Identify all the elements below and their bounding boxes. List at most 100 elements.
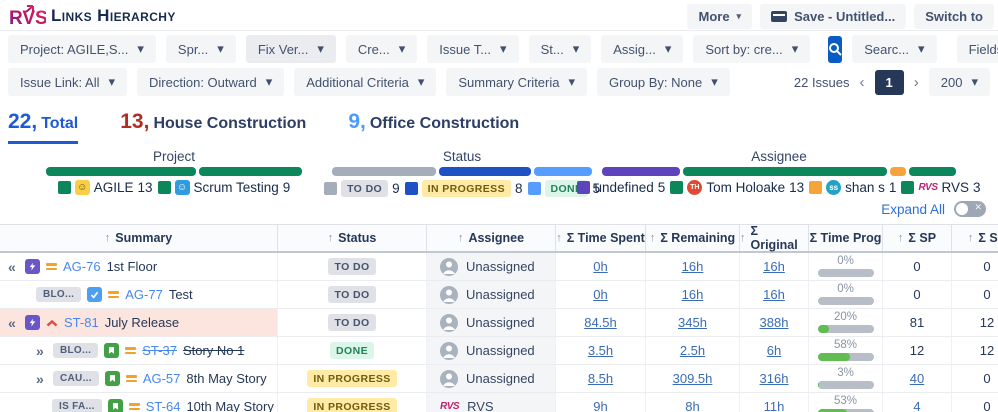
filter-project[interactable]: Project: AGILE,S... ▾ (8, 35, 156, 63)
remaining-link[interactable]: 345h (678, 315, 707, 330)
more-button[interactable]: More ▾ (687, 3, 753, 29)
issue-key-link[interactable]: ST-81 (64, 315, 99, 330)
filter-fix-version[interactable]: Fix Ver... ▾ (245, 35, 336, 63)
expand-toggle[interactable]: ✕ (954, 201, 986, 217)
rvs-logo: RVS (9, 5, 46, 28)
issue-key-link[interactable]: ST-37 (142, 343, 177, 358)
col-header-sp2[interactable]: ↑Σ SP (967, 231, 998, 245)
tab-total[interactable]: 22, Total (8, 110, 79, 144)
original-link[interactable]: 11h (763, 399, 785, 412)
table-row[interactable]: IS FA... ST-64 10th May Story IN PROGRES… (0, 393, 998, 412)
col-header-summary[interactable]: ↑ Summary (0, 225, 278, 251)
original-link[interactable]: 16h (763, 259, 785, 274)
priority-medium-icon (128, 403, 140, 410)
filter-summary-criteria[interactable]: Summary Criteria ▾ (446, 68, 588, 96)
legend-item: ☺ Scrum Testing 9 (157, 180, 290, 195)
filter-search-text[interactable]: Searc... ▾ (852, 35, 937, 63)
issue-key-link[interactable]: AG-57 (142, 371, 181, 386)
sort-arrow-icon: ↑ (104, 232, 111, 244)
next-page-icon[interactable]: › (913, 73, 919, 91)
filter-sprint[interactable]: Spr... ▾ (165, 35, 236, 63)
chevron-down-icon: ▾ (918, 41, 925, 56)
time-spent-link[interactable]: 9h (593, 399, 608, 412)
issue-key-link[interactable]: AG-76 (63, 259, 101, 274)
count-tabs: 22, Total 13, House Construction 9, Offi… (0, 101, 998, 144)
col-header-original[interactable]: ↑ Σ Original (740, 224, 809, 252)
remaining-link[interactable]: 2.5h (679, 343, 706, 358)
bar-segment[interactable] (332, 167, 436, 176)
sp-link[interactable]: 4 (913, 399, 921, 412)
issue-key-link[interactable]: ST-64 (145, 399, 181, 412)
page-size-select[interactable]: 200 ▾ (928, 68, 990, 96)
save-button[interactable]: Save - Untitled... (760, 3, 907, 29)
user-avatar: TH (687, 180, 703, 195)
original-link[interactable]: 16h (763, 287, 785, 302)
col-header-time-prog[interactable]: Σ Time Prog (809, 225, 883, 251)
filter-group-by[interactable]: Group By: None ▾ (597, 68, 730, 96)
bar-segment[interactable] (908, 167, 956, 176)
time-spent-link[interactable]: 8.5h (587, 371, 614, 386)
filter-issue-link[interactable]: Issue Link: All ▾ (8, 68, 128, 96)
bar-segment[interactable] (438, 167, 532, 176)
col-header-sp[interactable]: ↑ Σ SP (883, 225, 952, 251)
current-page[interactable]: 1 (874, 69, 904, 95)
original-link[interactable]: 6h (766, 343, 782, 358)
sp-link[interactable]: 40 (909, 371, 925, 386)
filter-created[interactable]: Cre... ▾ (345, 35, 418, 63)
expand-all-link[interactable]: Expand All (881, 201, 945, 217)
original-link[interactable]: 316h (759, 371, 789, 386)
switch-to-button[interactable]: Switch to (914, 3, 994, 29)
col-header-remaining[interactable]: ↑ Σ Remaining (646, 225, 740, 251)
table-row[interactable]: » BLO... ST-37 Story No 1 DONE Unassigne… (0, 337, 998, 365)
search-button[interactable] (828, 35, 843, 63)
table-row-selected[interactable]: « ST-81 July Release TO DO Unassigned 84… (0, 309, 998, 337)
col-header-status[interactable]: ↑ Status (278, 225, 427, 251)
filter-issue-type[interactable]: Issue T... ▾ (427, 35, 519, 63)
fields-button[interactable]: Fields▾ (956, 35, 998, 63)
remaining-link[interactable]: 16h (681, 259, 704, 274)
bar-segment[interactable] (46, 167, 196, 176)
remaining-link[interactable]: 8h (685, 399, 700, 412)
status-bar (332, 167, 592, 176)
filter-assignee[interactable]: Assig... ▾ (601, 35, 684, 63)
issue-key-link[interactable]: AG-77 (125, 287, 163, 302)
time-spent-link[interactable]: 3.5h (587, 343, 614, 358)
link-type-badge: BLO... (53, 343, 99, 358)
table-row[interactable]: » CAU... AG-57 8th May Story IN PROGRESS… (0, 365, 998, 393)
story-icon (104, 371, 120, 386)
status-badge: DONE (330, 342, 374, 359)
bar-segment[interactable] (534, 167, 592, 176)
time-spent-link[interactable]: 84.5h (584, 315, 617, 330)
prev-page-icon[interactable]: ‹ (859, 73, 865, 91)
table-row[interactable]: « AG-76 1st Floor TO DO Unassigned 0h 16… (0, 253, 998, 281)
filter-additional-criteria[interactable]: Additional Criteria ▾ (294, 68, 437, 96)
task-icon (87, 287, 103, 302)
remaining-link[interactable]: 16h (681, 287, 704, 302)
collapse-icon[interactable]: « (8, 258, 16, 275)
col-header-time-spent[interactable]: ↑ Σ Time Spent (556, 225, 646, 251)
tab-house-construction[interactable]: 13, House Construction (120, 110, 307, 133)
time-spent-link[interactable]: 0h (593, 287, 608, 302)
expand-icon[interactable]: » (36, 370, 44, 387)
collapse-icon[interactable]: « (8, 314, 16, 331)
sp-value: 0 (983, 259, 991, 274)
filter-sort-by[interactable]: Sort by: cre... ▾ (693, 35, 811, 63)
link-type-badge: BLO... (36, 287, 82, 302)
remaining-link[interactable]: 309.5h (672, 371, 713, 386)
project-avatar-icon: ☺ (174, 180, 190, 195)
tab-office-construction[interactable]: 9, Office Construction (348, 110, 520, 133)
filter-direction[interactable]: Direction: Outward ▾ (137, 68, 285, 96)
bar-segment[interactable] (198, 167, 302, 176)
col-header-assignee[interactable]: ↑ Assignee (427, 225, 556, 251)
bar-segment[interactable] (890, 167, 906, 176)
sp-value: 0 (913, 259, 921, 274)
bar-segment[interactable] (683, 167, 888, 176)
legend-color-swatch (809, 181, 823, 194)
top-actions: More ▾ Save - Untitled... Switch to (687, 3, 994, 29)
table-row[interactable]: BLO... AG-77 Test TO DO Unassigned 0h 16… (0, 281, 998, 309)
time-spent-link[interactable]: 0h (593, 259, 608, 274)
original-link[interactable]: 388h (759, 315, 789, 330)
filter-status[interactable]: St... ▾ (528, 35, 592, 63)
expand-icon[interactable]: » (36, 342, 44, 359)
bar-segment[interactable] (602, 167, 681, 176)
